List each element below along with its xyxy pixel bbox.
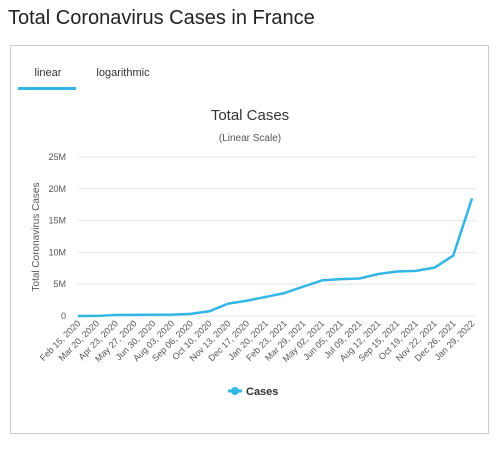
tab[interactable]: logarithmic (96, 67, 150, 79)
y-tick-label: 10M (48, 247, 66, 257)
y-tick-label: 20M (48, 184, 66, 194)
y-tick-label: 25M (48, 152, 66, 162)
chart-title: Total Cases (211, 107, 289, 124)
legend-marker (231, 387, 239, 395)
page-title: Total Coronavirus Cases in France (8, 7, 315, 29)
y-tick-label: 5M (53, 279, 66, 289)
y-tick-label: 15M (48, 216, 66, 226)
y-tick-label: 0 (61, 311, 66, 321)
series-line (77, 197, 474, 318)
y-axis-label: Total Coronavirus Cases (31, 183, 42, 292)
legend-label: Cases (246, 386, 278, 398)
tab[interactable]: linear (35, 67, 62, 79)
chart-subtitle: (Linear Scale) (219, 133, 281, 144)
chart-box (10, 45, 489, 434)
tab-underline (18, 87, 76, 90)
